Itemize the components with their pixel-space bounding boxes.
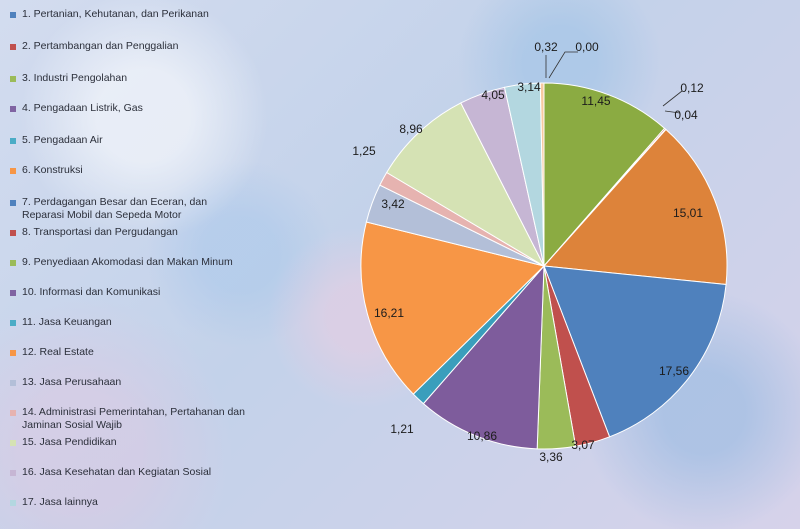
legend-item: 5. Pengadaan Air: [10, 134, 250, 147]
slice-value-label: 0,00: [575, 40, 599, 54]
legend-item: 4. Pengadaan Listrik, Gas: [10, 102, 250, 115]
legend-item: 13. Jasa Perusahaan: [10, 376, 250, 389]
legend-label: 5. Pengadaan Air: [22, 134, 103, 146]
pie-slice: [422, 264, 545, 450]
slice-value-label: 1,25: [352, 144, 376, 158]
pie-slice: [360, 221, 545, 395]
slice-value-label: 16,21: [374, 306, 404, 320]
legend-item: 12. Real Estate: [10, 346, 250, 359]
legend-item: 11. Jasa Keuangan: [10, 316, 250, 329]
legend-swatch: [10, 440, 16, 446]
leader-lines: [545, 51, 683, 114]
legend-label: 17. Jasa lainnya: [22, 496, 98, 508]
legend-swatch: [10, 410, 16, 416]
legend-item: 17. Jasa lainnya: [10, 496, 250, 509]
legend-swatch: [10, 12, 16, 18]
pie-slices: [360, 82, 728, 450]
leader-line: [548, 51, 578, 79]
legend-swatch: [10, 200, 16, 206]
slice-value-label: 10,86: [467, 429, 497, 443]
legend-label: 14. Administrasi Pemerintahan, Pertahana…: [22, 406, 245, 431]
legend-label: 2. Pertambangan dan Penggalian: [22, 40, 179, 52]
legend-item: 8. Transportasi dan Pergudangan: [10, 226, 250, 239]
slice-value-label: 3,42: [381, 197, 405, 211]
legend-swatch: [10, 500, 16, 506]
legend-swatch: [10, 290, 16, 296]
legend-swatch: [10, 380, 16, 386]
legend-item: 10. Informasi dan Komunikasi: [10, 286, 250, 299]
slice-value-label: 11,45: [581, 94, 610, 108]
leader-line: [664, 110, 681, 114]
legend-item: 14. Administrasi Pemerintahan, Pertahana…: [10, 406, 250, 432]
legend-label: 9. Penyediaan Akomodasi dan Makan Minum: [22, 256, 233, 268]
slice-value-label: 4,05: [481, 88, 505, 102]
data-labels: 11,45 0,12 0,04 15,01 17,56 3,07 3,36 10,86 1,21…: [352, 40, 704, 464]
slice-value-label: 8,96: [399, 122, 423, 136]
legend-item: 2. Pertambangan dan Penggalian: [10, 40, 250, 53]
pie-slice: [542, 128, 728, 286]
pie-slice: [543, 265, 727, 438]
legend-swatch: [10, 76, 16, 82]
leader-line: [662, 90, 683, 107]
slice-value-label: 0,12: [680, 81, 704, 95]
legend-item: 16. Jasa Kesehatan dan Kegiatan Sosial: [10, 466, 250, 479]
slice-value-label: 0,32: [534, 40, 558, 54]
slice-value-label: 0,04: [674, 108, 698, 122]
legend-swatch: [10, 106, 16, 112]
legend-item: 6. Konstruksi: [10, 164, 250, 177]
legend-label: 6. Konstruksi: [22, 164, 83, 176]
legend-label: 11. Jasa Keuangan: [22, 316, 112, 328]
legend-swatch: [10, 138, 16, 144]
legend-label: 4. Pengadaan Listrik, Gas: [22, 102, 143, 114]
slice-value-label: 3,14: [517, 80, 541, 94]
pie-slice: [543, 82, 666, 268]
legend-swatch: [10, 350, 16, 356]
legend-label: 1. Pertanian, Kehutanan, dan Perikanan: [22, 8, 209, 20]
legend-swatch: [10, 44, 16, 50]
legend-item: 9. Penyediaan Akomodasi dan Makan Minum: [10, 256, 250, 269]
pie-slice: [539, 82, 545, 267]
legend-label: 13. Jasa Perusahaan: [22, 376, 122, 388]
legend-label: 10. Informasi dan Komunikasi: [22, 286, 161, 298]
legend-label: 15. Jasa Pendidikan: [22, 436, 117, 448]
legend-label: 16. Jasa Kesehatan dan Kegiatan Sosial: [22, 466, 212, 478]
slice-value-label: 17,56: [659, 364, 689, 378]
legend-item: 3. Industri Pengolahan: [10, 72, 250, 85]
legend-item: 7. Perdagangan Besar dan Eceran, dan Rep…: [10, 196, 250, 222]
legend-swatch: [10, 230, 16, 236]
slice-value-label: 3,07: [571, 438, 595, 452]
slice-value-label: 1,21: [390, 422, 414, 436]
legend-swatch: [10, 320, 16, 326]
slice-value-label: 15,01: [673, 206, 703, 220]
legend-swatch: [10, 260, 16, 266]
legend-item: 1. Pertanian, Kehutanan, dan Perikanan: [10, 8, 250, 21]
slice-value-label: 3,36: [539, 450, 563, 464]
legend-swatch: [10, 470, 16, 476]
legend-label: 8. Transportasi dan Pergudangan: [22, 226, 178, 238]
legend-label: 7. Perdagangan Besar dan Eceran, dan Rep…: [22, 196, 208, 221]
legend-label: 3. Industri Pengolahan: [22, 72, 128, 84]
legend-swatch: [10, 168, 16, 174]
legend-label: 12. Real Estate: [22, 346, 94, 358]
legend-item: 15. Jasa Pendidikan: [10, 436, 250, 449]
pie-slice: [386, 102, 546, 268]
